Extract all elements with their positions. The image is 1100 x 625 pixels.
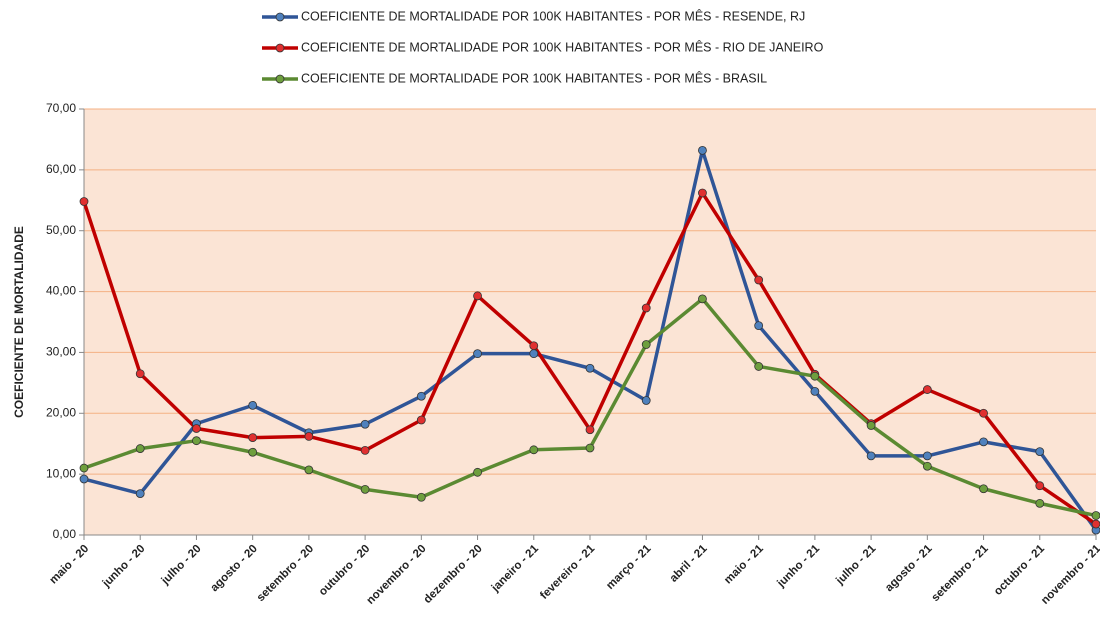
x-tick-label: novembro - 20 [365,543,429,607]
point [922,461,932,471]
point [922,451,932,461]
point [79,474,89,484]
point [135,444,145,453]
point [754,321,764,331]
point [473,291,482,301]
y-tick-label: 60,00 [46,162,76,176]
point [248,400,258,410]
legend-marker [275,74,285,84]
point [979,408,988,418]
x-tick-label: janeiro - 21 [489,542,542,595]
x-tick-label: junho - 21 [775,542,823,590]
x-tick-label: fevereiro - 21 [538,542,598,602]
point [1091,519,1100,529]
x-tick-label: dezembro - 20 [422,543,485,606]
point [529,341,539,351]
point [641,396,651,405]
plot-area [84,109,1096,535]
point [585,443,595,453]
y-tick-label: 50,00 [46,223,76,237]
x-tick-label: agosto - 20 [209,543,260,594]
point [135,489,145,499]
point [304,465,314,475]
y-tick-label: 70,00 [46,101,76,115]
point [192,436,201,446]
point [810,371,820,381]
y-tick-label: 0,00 [53,527,77,541]
point [641,303,651,313]
point [979,484,988,494]
legend-label: COEFICIENTE DE MORTALIDADE POR 100K HABI… [301,39,824,54]
point [979,437,988,447]
x-tick-label: maio - 20 [48,543,92,587]
y-tick-label: 40,00 [46,284,76,298]
point [360,484,370,494]
point [1035,498,1045,508]
point [416,415,426,425]
x-tick-label: maio - 21 [722,542,766,586]
point [529,349,539,359]
point [585,363,595,373]
point [360,419,370,429]
point [754,362,764,371]
legend-marker [275,43,285,53]
point [416,492,426,502]
point [473,349,482,359]
point [1035,481,1045,491]
point [248,447,258,457]
point [922,385,932,394]
point [641,340,651,349]
x-tick-label: setembro - 20 [255,543,316,604]
point [698,188,707,198]
point [585,425,595,435]
point [754,275,764,285]
point [360,446,370,455]
y-tick-label: 10,00 [46,466,76,480]
x-tick-label: outubro - 20 [317,543,372,598]
point [1091,511,1100,520]
y-tick-label: 20,00 [46,405,76,419]
point [192,424,201,433]
legend-label: COEFICIENTE DE MORTALIDADE POR 100K HABI… [301,8,805,23]
point [79,197,89,206]
point [135,369,145,379]
point [79,463,89,473]
x-tick-label: novembro - 21 [1039,542,1100,606]
point [810,386,820,396]
point [416,391,426,401]
x-tick-label: abril - 21 [668,542,710,584]
legend-label: COEFICIENTE DE MORTALIDADE POR 100K HABI… [301,70,767,85]
x-tick-label: julho - 21 [833,542,878,587]
x-tick-label: junho - 20 [100,543,148,591]
x-tick-label: julho - 20 [159,543,204,588]
y-tick-label: 30,00 [46,345,76,359]
x-tick-label: setembro - 21 [929,542,991,604]
legend-marker [275,12,285,22]
point [698,294,707,304]
x-tick-label: octubro - 21 [992,542,1047,597]
point [866,421,876,430]
point [866,451,876,461]
x-tick-label: agosto - 21 [883,542,935,594]
y-axis-title: COEFICIENTE DE MORTALIDADE [12,226,26,418]
point [248,433,258,443]
point [529,445,539,455]
point [304,432,314,441]
point [1035,447,1045,457]
point [698,145,707,155]
x-tick-label: março - 21 [604,542,654,592]
point [473,467,482,477]
